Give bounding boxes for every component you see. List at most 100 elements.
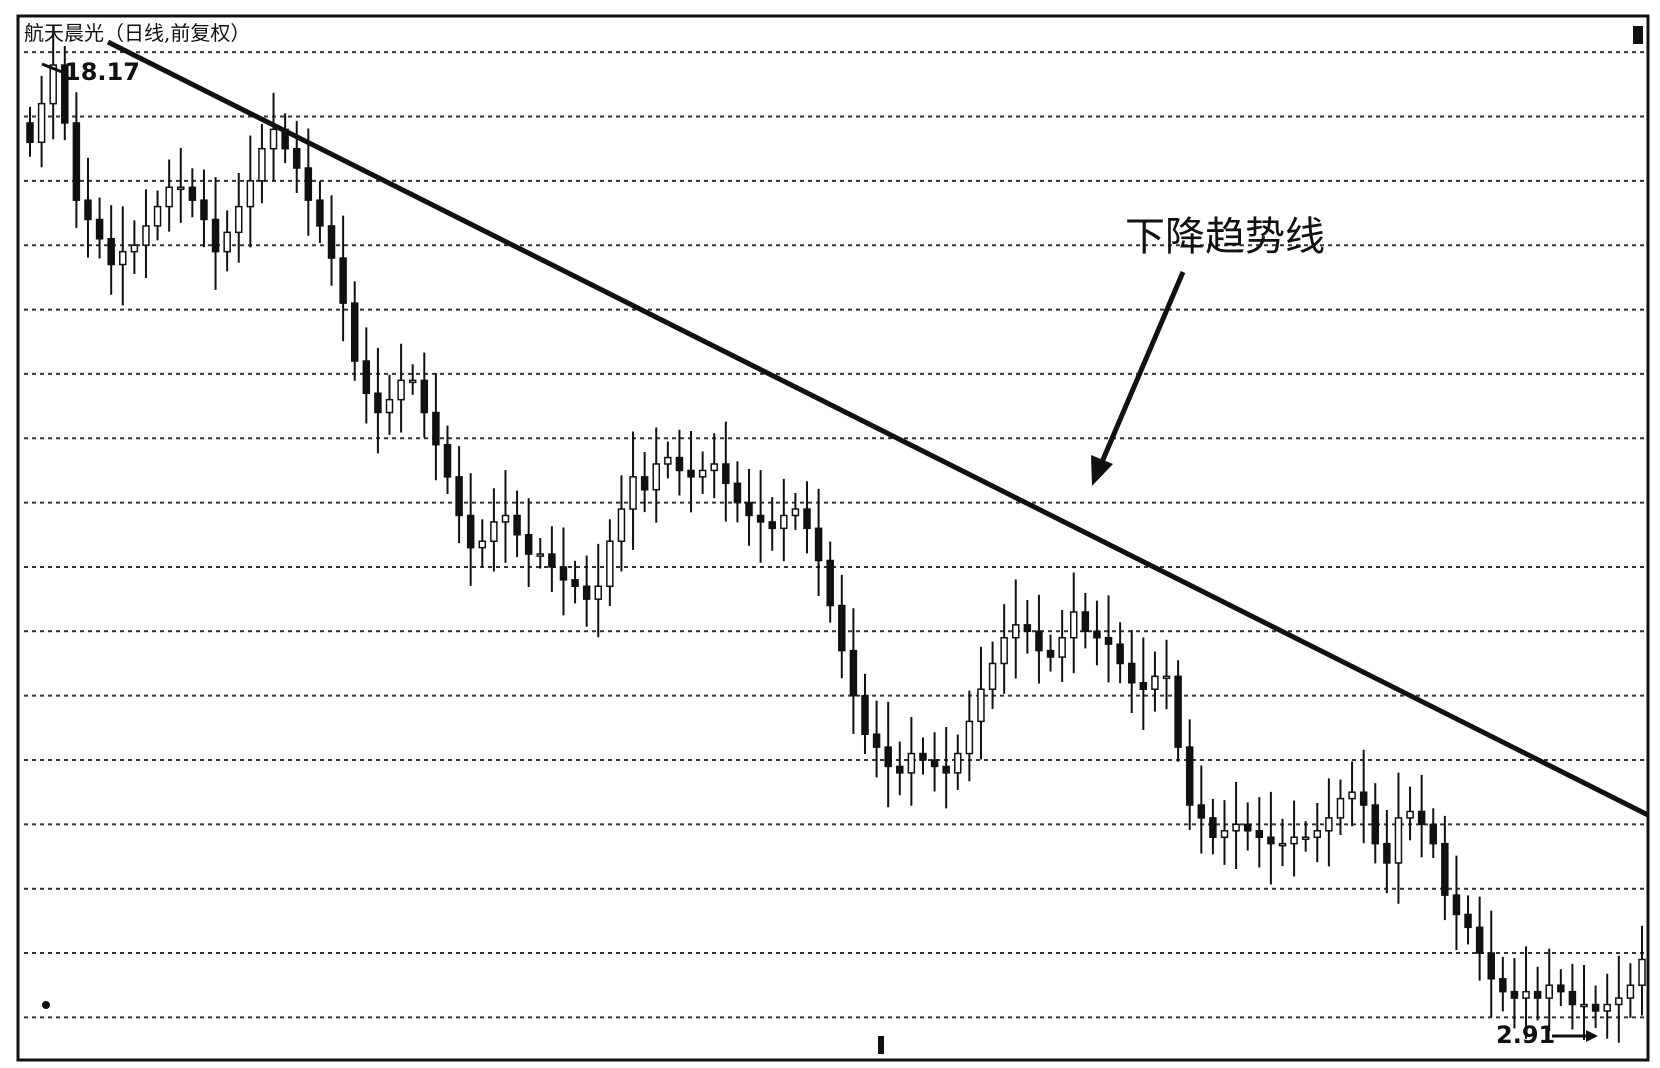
candle [1069,572,1078,674]
candle [1383,810,1391,894]
candle [1464,895,1472,945]
candle [1325,778,1333,867]
candle [559,527,568,616]
candle [37,75,46,168]
candle [582,555,591,627]
candle [432,373,440,481]
candle [49,25,57,140]
candle [1603,973,1611,1039]
candle [350,281,359,381]
candle [130,220,139,275]
candle [95,197,104,259]
candle [1394,772,1403,904]
candle [1615,955,1623,1043]
left-dot-marker [42,1001,50,1009]
candle [884,701,892,808]
candle [1116,622,1124,684]
candle [327,195,336,286]
candle [814,488,823,597]
plot-border [16,14,1650,1062]
candle [153,190,162,241]
candle [1278,818,1287,867]
candle [200,169,208,248]
trendline-annotation: 下降趋势线 [1125,214,1325,260]
candles-layer [26,25,1646,1043]
candle [988,641,997,709]
candle [1058,609,1066,683]
candle [1545,948,1553,1031]
candle [1638,925,1646,1016]
grid-layer [24,51,1644,1019]
candle [1568,963,1577,1030]
candle [1267,791,1275,885]
candle [942,726,950,809]
candle [84,157,92,258]
candle [1557,969,1565,1007]
candle [374,347,382,454]
candle [803,481,811,554]
candle [466,473,475,586]
candle [1499,956,1507,1012]
candle [907,717,916,806]
candle [211,177,220,290]
candle [1046,634,1055,672]
candle [640,452,649,513]
candle [756,470,765,563]
high-price-label: 18.17 [64,58,140,86]
low-arrow-head-icon [1586,1030,1598,1042]
candle [733,461,742,523]
high-arrow-icon [41,62,63,74]
candle [872,700,881,778]
candle [1197,765,1206,854]
candle [524,498,533,587]
candle [629,431,637,550]
candle [188,168,197,218]
candle [780,478,788,562]
candle [269,92,278,182]
candle [687,430,695,513]
candle [1510,958,1519,1029]
candle [1104,595,1113,683]
candle [1626,963,1635,1018]
candle [652,427,660,523]
candle [1336,779,1345,836]
candle [292,120,301,194]
candle [571,560,579,604]
candle [1522,946,1530,1039]
candle [1359,749,1368,844]
candle [72,92,81,228]
candle [791,492,800,530]
candle [165,159,173,232]
candle [246,135,255,248]
candle [838,574,846,679]
candle [930,732,939,792]
candle [548,526,556,592]
candle [1533,966,1542,1021]
candle [896,741,904,796]
candle [501,470,510,563]
low-price-label: 2.91 [1496,1021,1555,1049]
candle [478,519,487,568]
chart-title: 航天晨光（日线,前复权） [24,21,250,45]
annotation-arrow-shaft [1099,271,1186,463]
candle [710,433,718,499]
candle [1591,985,1600,1029]
candle [768,497,776,551]
bottom-marker [878,1036,884,1054]
annotation-arrow-head [1091,455,1113,486]
candle [1151,651,1159,712]
candle [61,46,69,141]
candle [1301,821,1310,852]
candle [339,215,347,342]
candle [745,468,753,546]
candle [1243,802,1252,851]
candle [420,352,429,438]
candle [1475,896,1484,981]
candle [664,441,672,479]
candle [1000,604,1008,694]
candle [455,446,463,544]
candle [594,543,603,638]
candle [443,425,452,494]
